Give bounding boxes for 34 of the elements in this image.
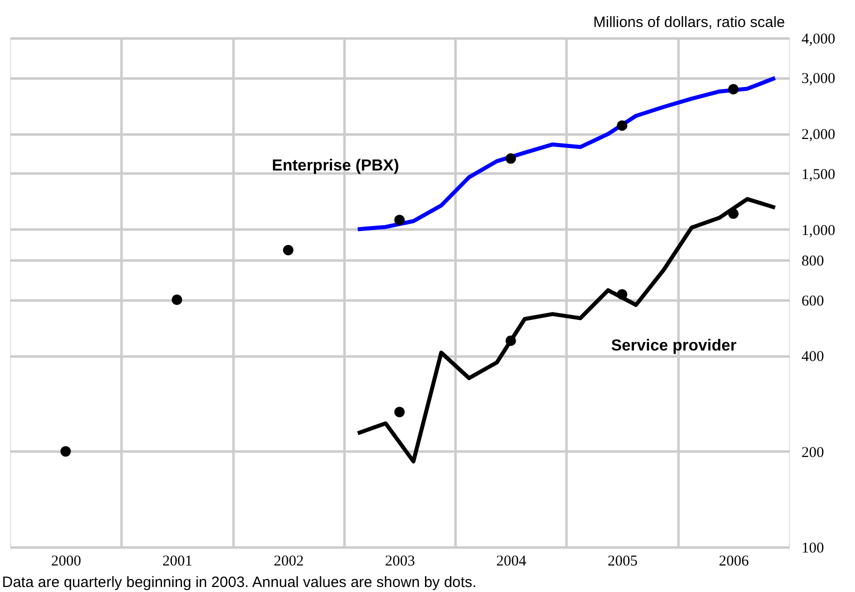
y-tick-label: 800 [802, 254, 824, 270]
point [172, 294, 182, 306]
y-tick-label: 1,500 [802, 166, 836, 183]
point [728, 208, 739, 219]
x-tick-label: 2004 [496, 554, 527, 570]
point [616, 120, 628, 131]
x-tick-label: 2006 [718, 554, 750, 570]
x-tick-label: 2003 [385, 554, 415, 570]
line-series [356, 76, 778, 232]
x-tick-label: 2002 [274, 554, 304, 570]
point [506, 335, 516, 346]
y-tick-label: 100 [802, 540, 824, 556]
y-tick-label: 600 [802, 293, 824, 310]
text: Service provider [611, 338, 737, 355]
y-tick-label: 400 [802, 349, 824, 366]
point [60, 446, 71, 457]
y-axis-title: Millions of dollars, ratio scale [593, 14, 785, 31]
line-series [356, 197, 778, 464]
x-tick-label: 2000 [51, 554, 82, 570]
y-tick-label: 3,000 [802, 71, 836, 88]
point [506, 153, 516, 164]
y-tick-label: 1,000 [802, 222, 836, 239]
x-tick-label: 2005 [608, 554, 638, 570]
point [728, 84, 739, 94]
text: Data are quarterly beginning in 2003. Annual values are shown by dots. [2, 574, 476, 591]
y-tick-label: 200 [802, 444, 824, 461]
y-tick-label: 2,000 [802, 127, 836, 144]
y-tick-label: 4,000 [802, 32, 836, 48]
point [616, 289, 628, 300]
point [394, 214, 405, 226]
point [394, 406, 405, 418]
x-tick-label: 2001 [162, 554, 192, 570]
point [282, 244, 294, 256]
text: Enterprise (PBX) [272, 157, 400, 174]
